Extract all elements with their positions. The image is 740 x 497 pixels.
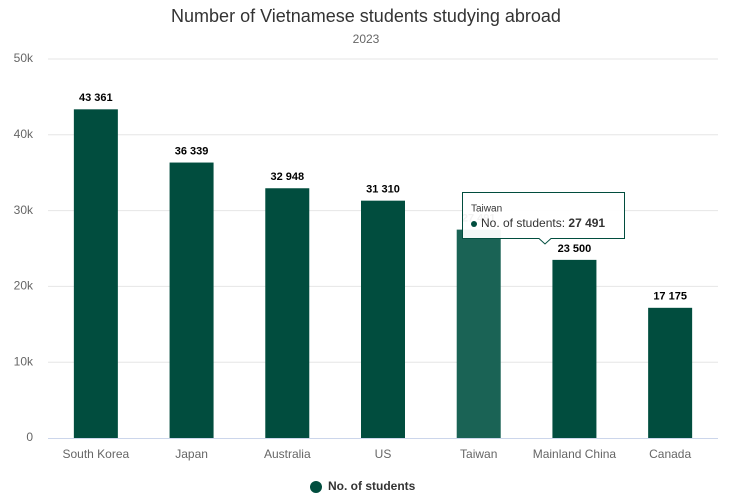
chart-title: Number of Vietnamese students studying a… <box>171 6 561 26</box>
tooltip-marker <box>471 221 477 227</box>
bar[interactable] <box>648 307 693 438</box>
y-tick-label: 50k <box>14 51 34 65</box>
x-tick-label: Taiwan <box>460 447 497 461</box>
y-tick-label: 30k <box>14 203 34 217</box>
x-tick-label: Japan <box>175 447 208 461</box>
data-label: 36 339 <box>175 145 209 157</box>
tooltip-label: No. of students: <box>481 216 568 230</box>
legend-marker <box>310 481 322 493</box>
x-tick-label: Canada <box>649 447 691 461</box>
y-tick-label: 10k <box>14 354 34 368</box>
bar[interactable] <box>265 188 310 438</box>
bar[interactable] <box>169 162 214 438</box>
x-tick-label: US <box>375 447 392 461</box>
tooltip-category: Taiwan <box>471 204 502 215</box>
bar[interactable] <box>456 229 501 438</box>
bar[interactable] <box>73 109 118 439</box>
y-tick-label: 40k <box>14 127 34 141</box>
tooltip-value: 27 491 <box>568 216 605 230</box>
data-label: 17 175 <box>653 291 687 303</box>
data-label: 32 948 <box>270 171 304 183</box>
legend-item[interactable]: No. of students <box>310 479 416 493</box>
data-label: 23 500 <box>558 243 592 255</box>
x-tick-label: South Korea <box>62 447 129 461</box>
y-tick-label: 0 <box>26 430 33 444</box>
legend-label: No. of students <box>328 479 416 493</box>
chart-subtitle: 2023 <box>353 32 380 46</box>
data-label: 31 310 <box>366 184 400 196</box>
bar[interactable] <box>552 259 597 438</box>
x-tick-label: Australia <box>264 447 311 461</box>
tooltip-text: No. of students: 27 491 <box>481 216 605 230</box>
data-label: 43 361 <box>79 92 113 104</box>
y-tick-label: 20k <box>14 279 34 293</box>
x-tick-label: Mainland China <box>533 447 617 461</box>
bar[interactable] <box>361 200 405 438</box>
tooltip-box <box>462 192 625 245</box>
